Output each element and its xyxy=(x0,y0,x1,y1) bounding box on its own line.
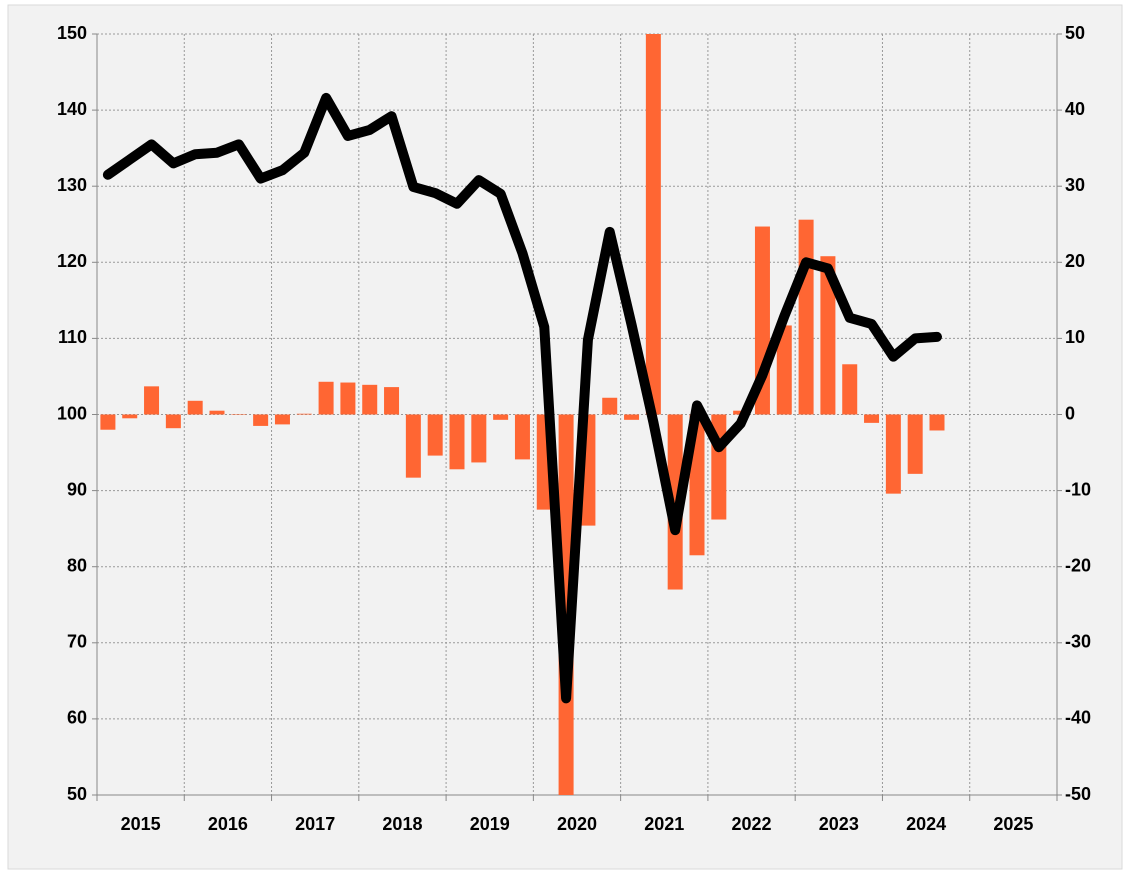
bar xyxy=(885,414,901,494)
y2-tick-label: -40 xyxy=(1065,708,1091,728)
x-tick-label: 2019 xyxy=(470,814,510,834)
y-tick-label: 90 xyxy=(67,479,87,499)
y2-tick-label: 0 xyxy=(1065,403,1075,423)
bar xyxy=(449,414,465,470)
bar xyxy=(907,414,923,474)
bar xyxy=(253,414,269,426)
y2-tick-label: 20 xyxy=(1065,251,1085,271)
y-tick-label: 100 xyxy=(57,403,87,423)
y2-tick-label: 30 xyxy=(1065,175,1085,195)
bar xyxy=(493,414,509,420)
bar xyxy=(318,381,334,415)
x-tick-label: 2018 xyxy=(382,814,422,834)
bar xyxy=(405,414,421,478)
bar xyxy=(274,414,290,425)
x-tick-label: 2015 xyxy=(121,814,161,834)
x-tick-label: 2025 xyxy=(993,814,1033,834)
y2-tick-label: -20 xyxy=(1065,555,1091,575)
bar xyxy=(187,400,203,415)
bar xyxy=(645,34,661,415)
y-tick-label: 60 xyxy=(67,708,87,728)
y-tick-label: 70 xyxy=(67,632,87,652)
y2-tick-label: -30 xyxy=(1065,632,1091,652)
bar xyxy=(165,414,181,429)
bar xyxy=(144,386,160,415)
y2-tick-label: -50 xyxy=(1065,784,1091,804)
bar xyxy=(624,414,640,420)
bar xyxy=(864,414,880,423)
bar xyxy=(776,325,792,415)
x-tick-label: 2021 xyxy=(644,814,684,834)
bar xyxy=(514,414,530,460)
y-tick-label: 120 xyxy=(57,251,87,271)
bar xyxy=(820,256,836,415)
bar xyxy=(362,384,378,415)
y-tick-label: 80 xyxy=(67,555,87,575)
y2-tick-label: 40 xyxy=(1065,99,1085,119)
y2-tick-label: -10 xyxy=(1065,479,1091,499)
bar xyxy=(602,397,618,415)
bar xyxy=(929,414,945,431)
bar xyxy=(296,413,312,415)
bar xyxy=(231,414,247,415)
bar xyxy=(122,414,138,419)
x-tick-label: 2016 xyxy=(208,814,248,834)
bar xyxy=(427,414,443,456)
bar xyxy=(842,364,858,415)
y-tick-label: 150 xyxy=(57,23,87,43)
y-tick-label: 110 xyxy=(58,327,87,347)
bar xyxy=(100,414,116,430)
y-tick-label: 140 xyxy=(57,99,87,119)
bar xyxy=(340,382,356,415)
bar xyxy=(384,387,400,415)
x-tick-label: 2017 xyxy=(295,814,335,834)
x-tick-label: 2024 xyxy=(906,814,946,834)
line xyxy=(102,92,942,704)
y2-tick-label: 50 xyxy=(1065,23,1085,43)
x-tick-label: 2023 xyxy=(819,814,859,834)
y-tick-label: 50 xyxy=(67,784,87,804)
y2-tick-label: 10 xyxy=(1065,327,1085,347)
bar xyxy=(798,219,814,415)
bar xyxy=(471,414,487,463)
y-tick-label: 130 xyxy=(57,175,87,195)
bar xyxy=(209,410,225,415)
x-tick-label: 2022 xyxy=(732,814,772,834)
x-tick-label: 2020 xyxy=(557,814,597,834)
